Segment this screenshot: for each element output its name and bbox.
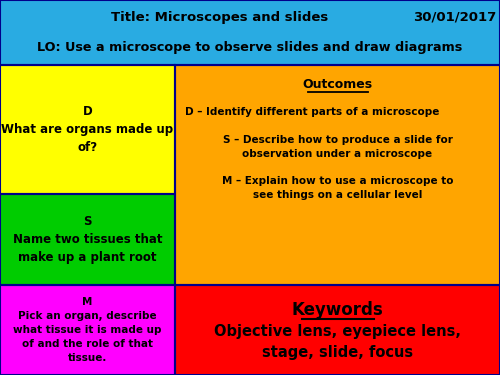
Bar: [0, 194, 175, 285]
Text: D – Identify different parts of a microscope: D – Identify different parts of a micros…: [185, 107, 440, 117]
Text: Keywords: Keywords: [292, 301, 384, 319]
Bar: [0, 65, 175, 194]
Text: D
What are organs made up
of?: D What are organs made up of?: [2, 105, 174, 154]
Bar: [175, 65, 500, 285]
Bar: [0, 285, 175, 375]
Text: S
Name two tissues that
make up a plant root: S Name two tissues that make up a plant …: [13, 215, 162, 264]
Text: Outcomes: Outcomes: [302, 78, 372, 92]
Text: Title: Microscopes and slides: Title: Microscopes and slides: [112, 10, 328, 24]
Text: 30/01/2017: 30/01/2017: [414, 10, 496, 24]
Bar: [175, 285, 500, 375]
Text: Objective lens, eyepiece lens,
stage, slide, focus: Objective lens, eyepiece lens, stage, sl…: [214, 324, 461, 360]
Bar: [0, 0, 500, 65]
Text: M – Explain how to use a microscope to
see things on a cellular level: M – Explain how to use a microscope to s…: [222, 176, 453, 200]
Text: LO: Use a microscope to observe slides and draw diagrams: LO: Use a microscope to observe slides a…: [38, 40, 463, 54]
Text: S – Describe how to produce a slide for
observation under a microscope: S – Describe how to produce a slide for …: [222, 135, 452, 159]
Text: M
Pick an organ, describe
what tissue it is made up
of and the role of that
tiss: M Pick an organ, describe what tissue it…: [13, 297, 162, 363]
